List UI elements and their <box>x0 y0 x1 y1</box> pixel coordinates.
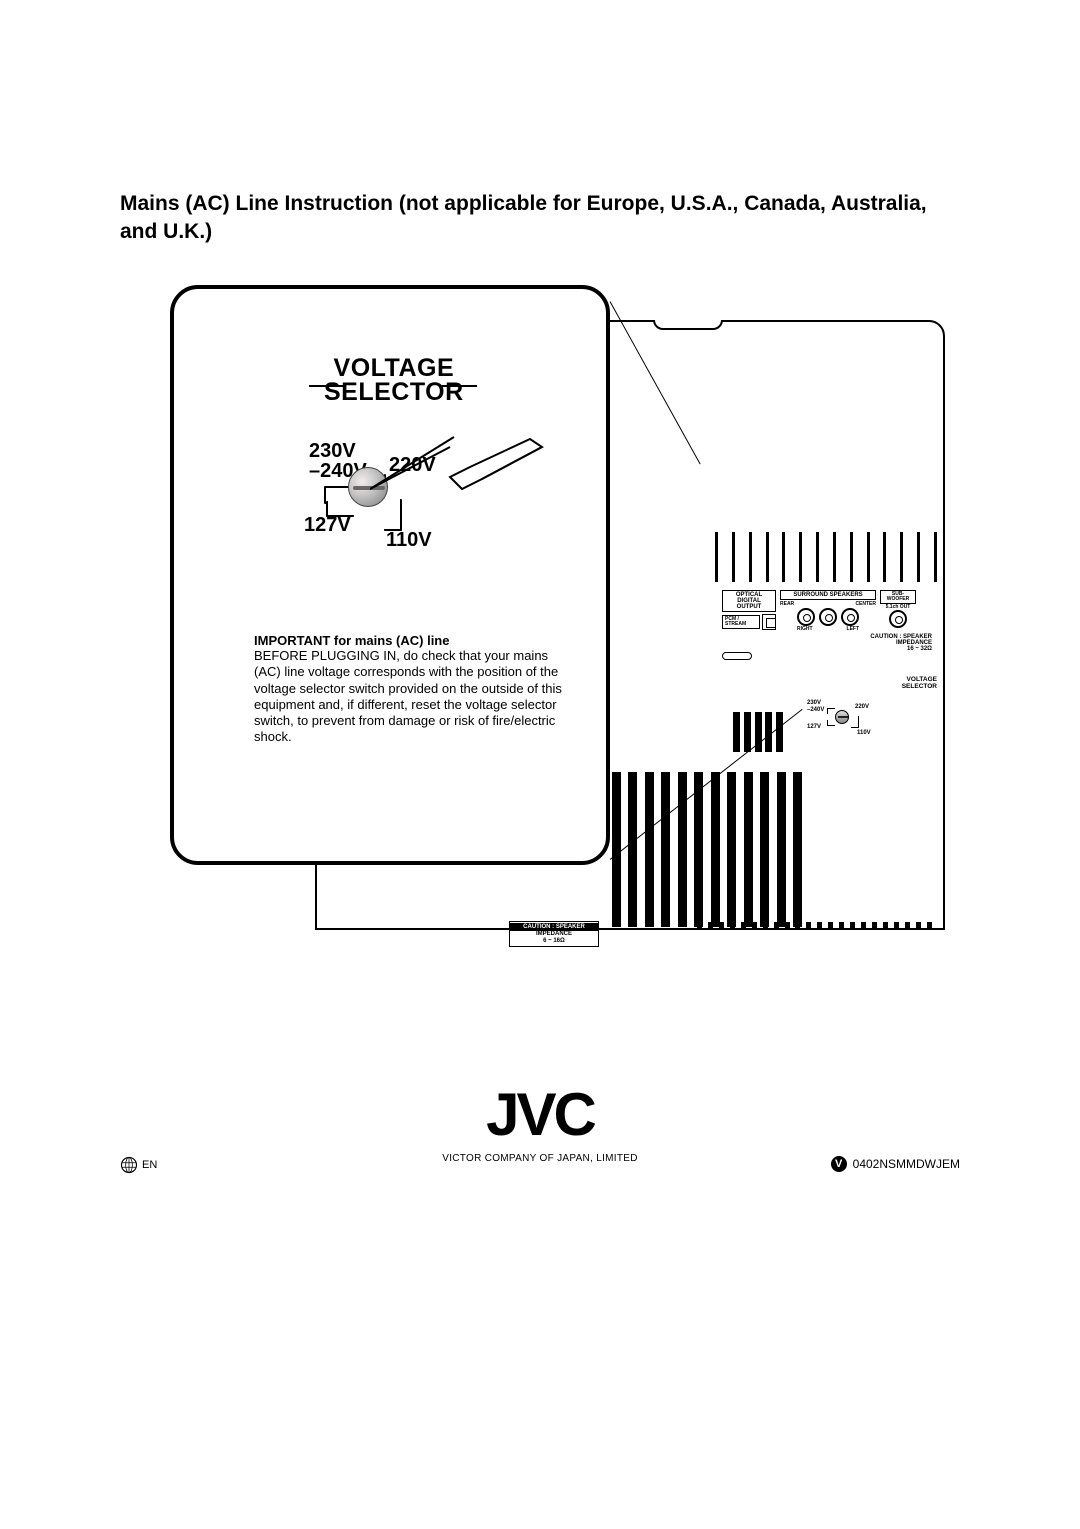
page-footer: JVC VICTOR COMPANY OF JAPAN, LIMITED EN … <box>120 1080 960 1164</box>
rear-label: REAR <box>780 601 794 607</box>
important-body: BEFORE PLUGGING IN, do check that your m… <box>254 648 564 746</box>
page-title: Mains (AC) Line Instruction (not applica… <box>120 190 960 247</box>
rca-jack-icon <box>889 610 907 628</box>
surround-label: SURROUND SPEAKERS <box>780 590 876 600</box>
rca-jack-icon <box>819 608 837 626</box>
globe-icon <box>120 1156 138 1174</box>
vs-line1: VOLTAGE <box>907 676 937 683</box>
top-vent-grille <box>715 532 937 582</box>
voltage-selector-small: VOLTAGE SELECTOR 230V –240V 220V 127V 11… <box>807 676 937 740</box>
important-heading: IMPORTANT for mains (AC) line <box>254 633 564 648</box>
center-label: CENTER <box>855 601 876 607</box>
connector-row: OPTICAL DIGITAL OUTPUT PCM / STREAM SURR… <box>722 590 932 652</box>
important-note: IMPORTANT for mains (AC) line BEFORE PLU… <box>254 633 564 746</box>
vent-icon <box>733 712 783 752</box>
voltage-selector-heading: VOLTAGE SELECTOR <box>324 357 464 405</box>
voltage-127-label: 127V <box>304 514 351 537</box>
impedance-value: 16 ~ 32Ω <box>907 646 932 652</box>
optical-jack-icon <box>762 614 776 630</box>
impedance-box: CAUTION : SPEAKER IMPEDANCE 6 ~ 16Ω <box>509 921 599 947</box>
sub-label: SUB- WOOFER <box>880 590 916 604</box>
pcm-label: PCM / STREAM <box>722 615 760 629</box>
voltage-selector-callout: VOLTAGE SELECTOR 230V–240V 220V 127V 110… <box>170 285 610 865</box>
rca-jack-icon <box>797 608 815 626</box>
lang-label: EN <box>142 1159 157 1171</box>
right-label: RIGHT <box>797 626 813 632</box>
selector-dial-icon <box>348 467 388 507</box>
voltage-220-label: 220V <box>389 454 436 477</box>
left-label: LEFT <box>847 626 860 632</box>
slot-icon <box>722 652 752 660</box>
diagram: OPTICAL DIGITAL OUTPUT PCM / STREAM SURR… <box>170 285 950 945</box>
rca-jack-icon <box>841 608 859 626</box>
voltage-110-label: 110V <box>386 529 432 552</box>
jvc-logo: JVC <box>120 1080 960 1149</box>
mini-dial-icon <box>835 710 849 724</box>
vs-line2: SELECTOR <box>902 683 937 690</box>
dots-row-icon <box>697 922 932 930</box>
vent-icon <box>612 772 802 927</box>
optical-label: OPTICAL DIGITAL OUTPUT <box>722 590 776 612</box>
doc-code: 0402NSMMDWJEM <box>853 1157 960 1171</box>
disc-icon: V <box>831 1156 847 1172</box>
